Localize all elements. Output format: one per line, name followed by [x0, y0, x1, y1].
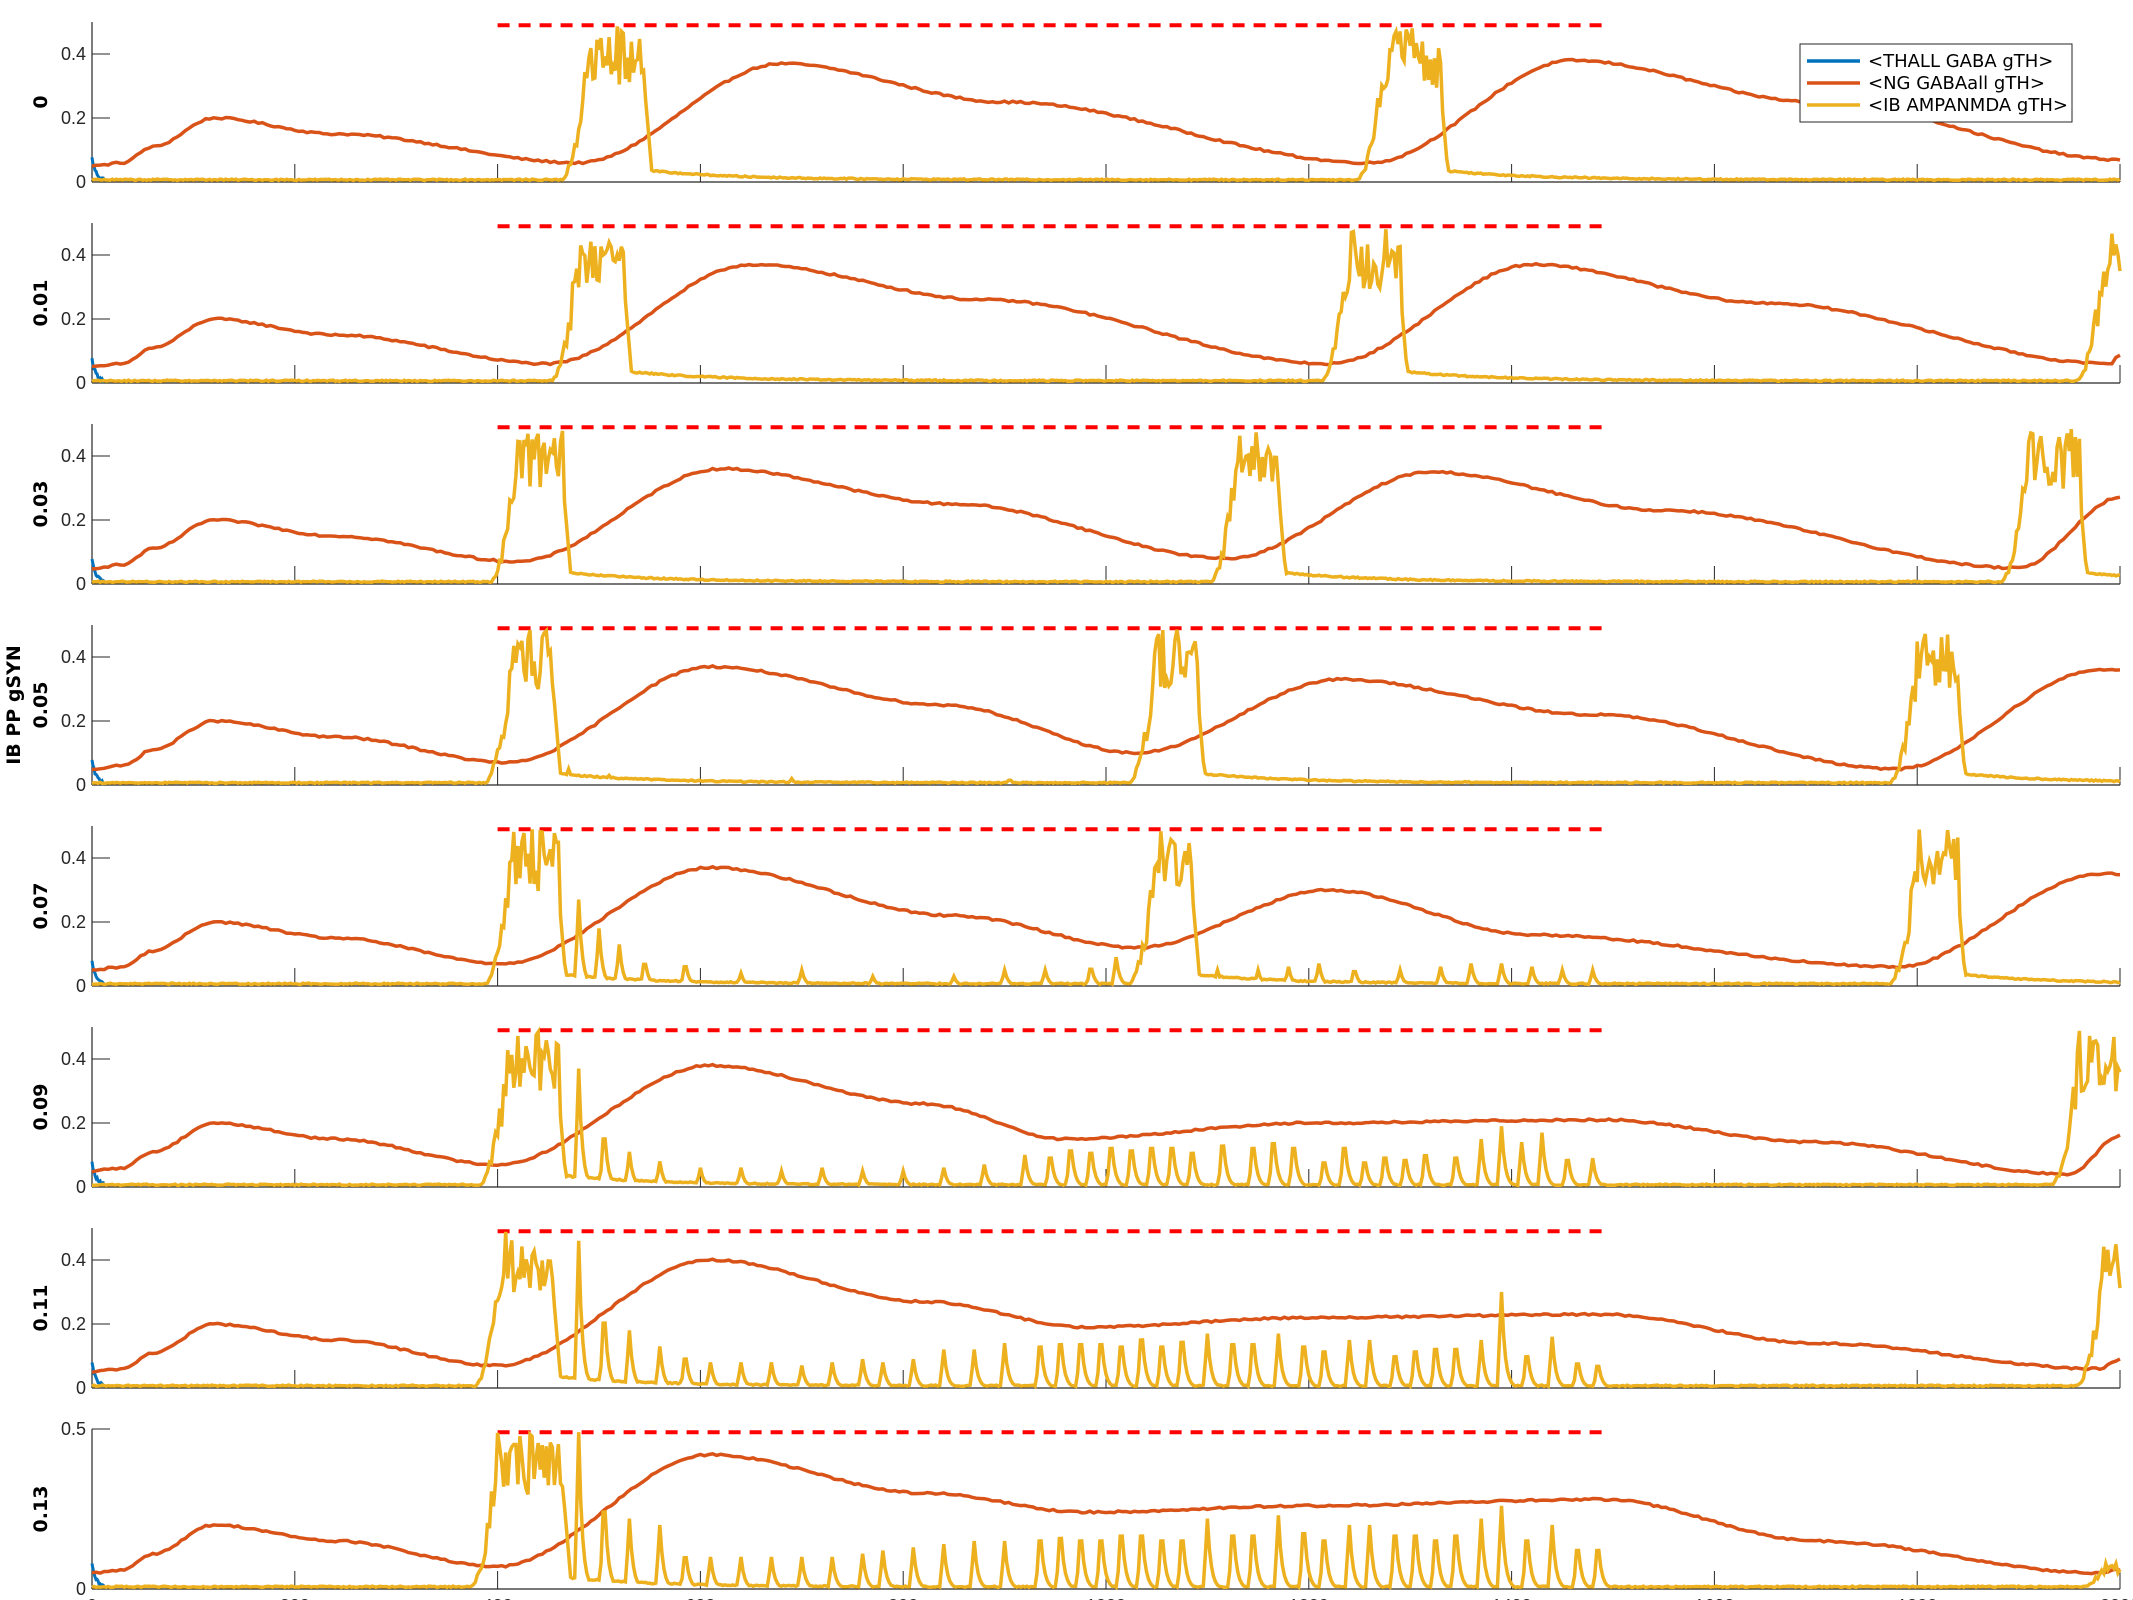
series-thall-gaba-line: [90, 357, 106, 384]
series-ib-ampanmda-line: [91, 25, 2121, 183]
series-ib-ampanmda-line: [91, 1430, 2122, 1591]
series-ib-ampanmda-line: [91, 829, 2121, 987]
x-tick-label: 600: [685, 1596, 715, 1600]
y-tick-label: 0.4: [61, 848, 86, 868]
x-tick-label: 200: [280, 1596, 310, 1600]
series-ng-gabaall-line: [91, 466, 2121, 571]
x-tick-label: 800: [888, 1596, 918, 1600]
y-tick-label: 0.5: [61, 1419, 86, 1439]
panel-2: 0 0.2 0.4 0.03: [30, 424, 2121, 594]
y-tick-label: 0.2: [61, 1314, 86, 1334]
y-tick-label: 0: [76, 373, 86, 393]
series-ng-gabaall-line: [91, 864, 2121, 972]
x-tick-label: 1800: [1897, 1596, 1937, 1600]
legend: <THALL GABA gTH><NG GABAall gTH><IB AMPA…: [1799, 43, 2073, 123]
series-thall-gaba-line: [90, 759, 105, 786]
y-tick-label: 0: [76, 775, 86, 795]
series-ib-ampanmda-line: [91, 229, 2122, 384]
series-thall-gaba-line: [90, 1362, 105, 1388]
legend-entry-label: <IB AMPANMDA gTH>: [1868, 95, 2068, 116]
panel-0: 0 0.2 0.4 0: [30, 22, 2121, 192]
series-ng-gabaall-line: [91, 1257, 2121, 1374]
series-ng-gabaall-line: [91, 664, 2121, 772]
panels-group: 00.20.4000.20.40.0100.20.40.0300.20.40.0…: [30, 22, 2133, 1600]
panel-label: 0.01: [30, 280, 52, 327]
panel-label: 0.05: [30, 682, 52, 729]
x-tick-label: 2000: [2100, 1596, 2133, 1600]
series-thall-gaba-line: [90, 1563, 106, 1588]
y-tick-label: 0.4: [61, 647, 86, 667]
panel-label: 0: [30, 95, 52, 108]
y-tick-label: 0: [76, 1579, 86, 1599]
panel-3: 0 0.2 0.4 0.05: [30, 625, 2121, 795]
y-tick-label: 0.2: [61, 309, 86, 329]
panel-5: 0 0.2 0.4 0.09: [30, 1026, 2122, 1197]
y-tick-label: 0.2: [61, 912, 86, 932]
series-ib-ampanmda-line: [91, 429, 2121, 585]
panel-label: 0.13: [30, 1486, 52, 1533]
shared-y-axis-label: IB PP gSYN: [3, 645, 25, 765]
y-tick-label: 0: [76, 172, 86, 192]
x-tick-label: 1600: [1694, 1596, 1734, 1600]
x-tick-label: 400: [483, 1596, 513, 1600]
y-tick-label: 0.4: [61, 1049, 86, 1069]
panel-label: 0.03: [30, 481, 52, 528]
x-tick-label: 0: [87, 1596, 97, 1600]
y-tick-label: 0.2: [61, 108, 86, 128]
y-tick-label: 0.4: [61, 1250, 86, 1270]
x-tick-label: 1200: [1289, 1596, 1329, 1600]
y-tick-label: 0: [76, 574, 86, 594]
y-tick-label: 0.4: [61, 446, 86, 466]
panel-7: 0 200 400 600 800 1000 1200 1400 1600 1800 2000 0 0.…: [30, 1419, 2133, 1600]
series-ib-ampanmda-line: [91, 1231, 2122, 1389]
y-tick-label: 0.2: [61, 510, 86, 530]
series-ng-gabaall-line: [91, 57, 2121, 168]
series-ib-ampanmda-line: [92, 1026, 2122, 1188]
legend-entry-label: <NG GABAall gTH>: [1868, 73, 2045, 94]
x-tick-label: 1000: [1086, 1596, 1126, 1600]
panel-label: 0.11: [30, 1285, 52, 1332]
panel-4: 0 0.2 0.4 0.07: [30, 826, 2121, 996]
y-tick-label: 0.4: [61, 245, 86, 265]
y-tick-label: 0: [76, 976, 86, 996]
series-ib-ampanmda-line: [91, 626, 2121, 786]
x-tick-label: 1400: [1492, 1596, 1532, 1600]
panel-label: 0.09: [30, 1084, 52, 1131]
series-ng-gabaall-line: [91, 261, 2121, 369]
legend-entry-label: <THALL GABA gTH>: [1868, 51, 2053, 72]
y-tick-label: 0.2: [61, 711, 86, 731]
panel-6: 0 0.2 0.4 0.11: [30, 1228, 2122, 1398]
panel-label: 0.07: [30, 883, 52, 930]
y-tick-label: 0.4: [61, 44, 86, 64]
y-tick-label: 0: [76, 1177, 86, 1197]
series-thall-gaba-line: [90, 157, 106, 182]
series-ng-gabaall-line: [91, 1062, 2121, 1177]
panel-1: 0 0.2 0.4 0.01: [30, 223, 2122, 393]
series-ng-gabaall-line: [91, 1451, 2121, 1576]
y-tick-label: 0: [76, 1378, 86, 1398]
series-thall-gaba-line: [90, 960, 106, 986]
y-tick-label: 0.2: [61, 1113, 86, 1133]
